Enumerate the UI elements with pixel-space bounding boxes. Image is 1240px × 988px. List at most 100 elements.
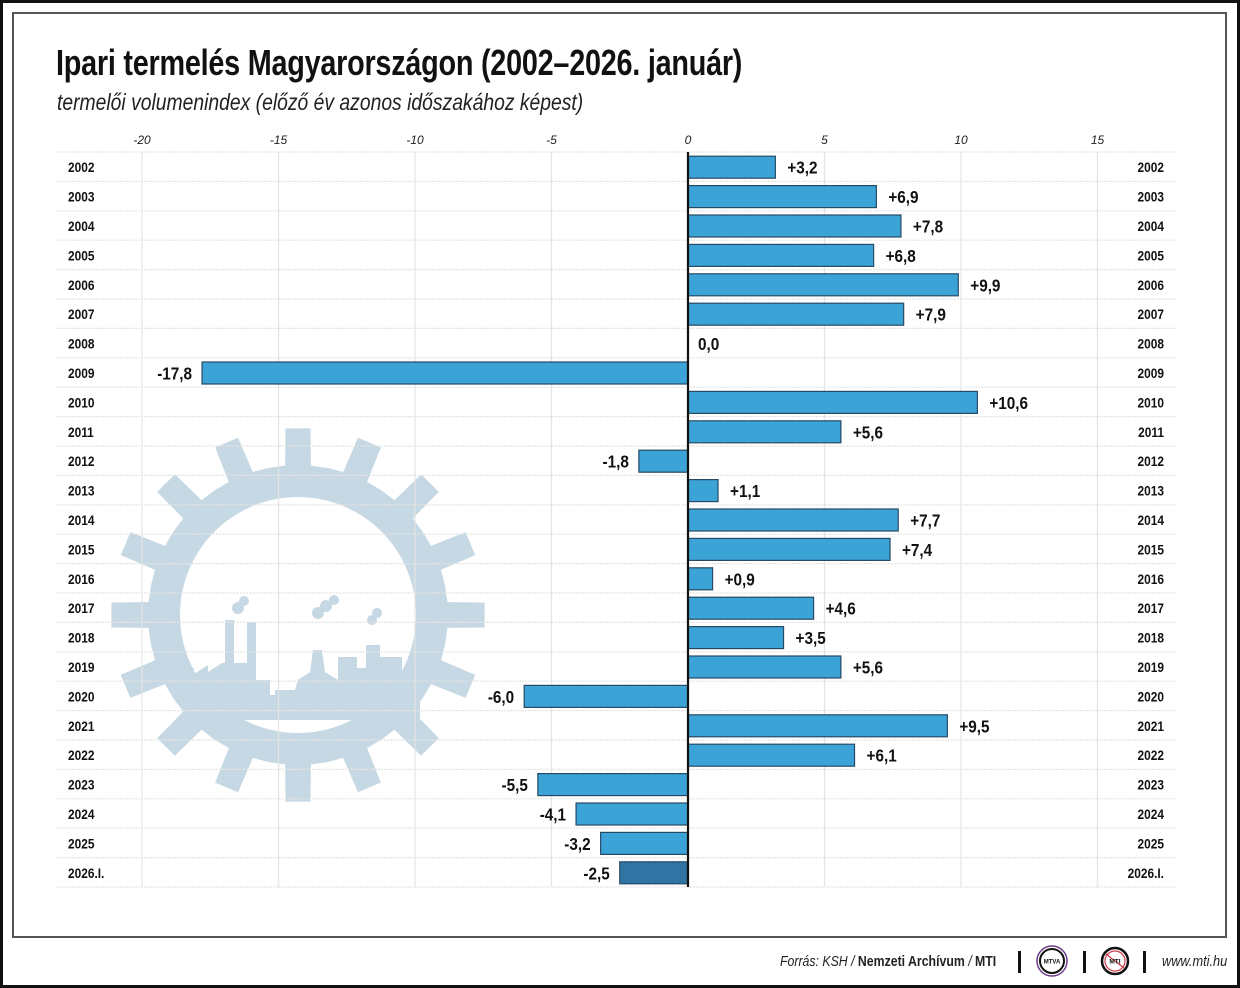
gear-factory-illustration [111, 428, 485, 802]
mti-logo-icon: MTI [1100, 946, 1130, 976]
category-label-left: 2023 [68, 777, 94, 793]
data-label: +7,8 [913, 216, 943, 236]
data-label: +6,9 [888, 187, 918, 207]
data-label: -17,8 [157, 363, 192, 383]
category-label-left: 2024 [68, 806, 95, 822]
category-label-right: 2009 [1138, 365, 1164, 381]
smoke-icon [372, 608, 382, 618]
category-label-right: 2026.I. [1128, 865, 1164, 881]
bar [687, 537, 891, 562]
category-label-right: 2022 [1138, 747, 1164, 763]
bar [687, 390, 978, 414]
bar [201, 361, 689, 385]
data-label: +5,6 [853, 422, 883, 442]
bar [638, 449, 689, 473]
data-label: +3,2 [787, 158, 817, 178]
x-tick-label: 15 [1091, 133, 1105, 147]
category-label-right: 2020 [1138, 688, 1164, 704]
bar [600, 831, 689, 856]
category-label-left: 2005 [68, 247, 94, 263]
bar [619, 861, 689, 885]
category-label-right: 2025 [1138, 835, 1164, 851]
smoke-icon [312, 607, 324, 619]
x-tick-label: -10 [406, 133, 424, 147]
bar [687, 596, 815, 620]
category-label-right: 2013 [1138, 483, 1164, 499]
category-label-right: 2012 [1138, 453, 1164, 469]
data-label: +7,9 [916, 305, 946, 325]
category-label-right: 2004 [1138, 218, 1165, 234]
data-label: -6,0 [488, 687, 514, 707]
data-label: -2,5 [583, 863, 609, 883]
bar [523, 684, 689, 709]
bar [687, 479, 719, 503]
category-label-right: 2006 [1138, 277, 1164, 293]
category-label-right: 2019 [1138, 659, 1164, 675]
category-label-left: 2020 [68, 688, 94, 704]
category-label-left: 2018 [68, 630, 94, 646]
bar [687, 508, 899, 532]
footer: Forrás: KSH / Nemzeti Archívum / MTI MTV… [0, 945, 1240, 985]
category-label-left: 2014 [68, 512, 95, 528]
category-label-right: 2017 [1138, 600, 1164, 616]
smoke-icon [239, 596, 249, 606]
category-label-left: 2021 [68, 718, 94, 734]
data-label: -4,1 [540, 804, 566, 824]
smoke-icon [320, 600, 332, 612]
category-label-right: 2016 [1138, 571, 1164, 587]
bar [687, 185, 877, 209]
bar [575, 802, 689, 826]
category-label-left: 2013 [68, 483, 94, 499]
category-label-right: 2014 [1138, 512, 1165, 528]
data-label: +9,9 [970, 275, 1000, 295]
x-axis-ticks: -20 -15 -10 -5 0 5 10 15 [133, 133, 1104, 147]
category-label-right: 2011 [1138, 424, 1164, 440]
bar [687, 655, 842, 679]
bar [687, 214, 902, 238]
category-label-left: 2010 [68, 394, 94, 410]
category-label-left: 2026.I. [68, 865, 104, 881]
data-label: +10,6 [989, 393, 1028, 413]
category-label-left: 2004 [68, 218, 95, 234]
category-label-left: 2003 [68, 189, 94, 205]
grid [57, 151, 1176, 888]
category-label-right: 2015 [1138, 541, 1164, 557]
data-label: +7,4 [902, 540, 933, 560]
category-label-left: 2015 [68, 541, 94, 557]
category-label-right: 2007 [1138, 306, 1164, 322]
mti-logo-text: MTI [1109, 959, 1120, 966]
bar [687, 243, 875, 267]
bar [687, 625, 785, 650]
source-archive: Nemzeti Archívum [857, 953, 965, 970]
category-label-right: 2021 [1138, 718, 1164, 734]
page-title: Ipari termelés Magyarországon (2002–2026… [56, 42, 743, 83]
data-label: -3,2 [564, 834, 590, 854]
x-tick-label: 0 [685, 133, 692, 147]
category-label-left: 2011 [68, 424, 94, 440]
x-tick-label: -20 [133, 133, 151, 147]
category-label-left: 2002 [68, 159, 94, 175]
category-label-left: 2022 [68, 747, 94, 763]
mtva-logo-icon: MTVA [1036, 945, 1068, 977]
data-label: +3,5 [796, 628, 826, 648]
source-mti: MTI [975, 953, 997, 970]
category-label-right: 2018 [1138, 630, 1164, 646]
bar [687, 273, 959, 297]
data-label: +0,9 [725, 569, 755, 589]
bar [687, 743, 856, 767]
source-text: Forrás: KSH / Nemzeti Archívum / MTI [780, 953, 996, 970]
bar [687, 420, 842, 444]
bar [687, 302, 905, 326]
data-label: +6,1 [867, 746, 897, 766]
category-label-left: 2017 [68, 600, 94, 616]
website-link[interactable]: www.mti.hu [1162, 953, 1228, 970]
x-tick-label: 10 [954, 133, 968, 147]
data-label: +7,7 [910, 510, 940, 530]
category-label-right: 2023 [1138, 777, 1164, 793]
data-label: +1,1 [730, 481, 760, 501]
category-label-right: 2010 [1138, 394, 1164, 410]
category-label-left: 2009 [68, 365, 94, 381]
footer-divider [1083, 951, 1086, 973]
data-label: -1,8 [603, 452, 629, 472]
mtva-logo-text: MTVA [1044, 960, 1061, 966]
